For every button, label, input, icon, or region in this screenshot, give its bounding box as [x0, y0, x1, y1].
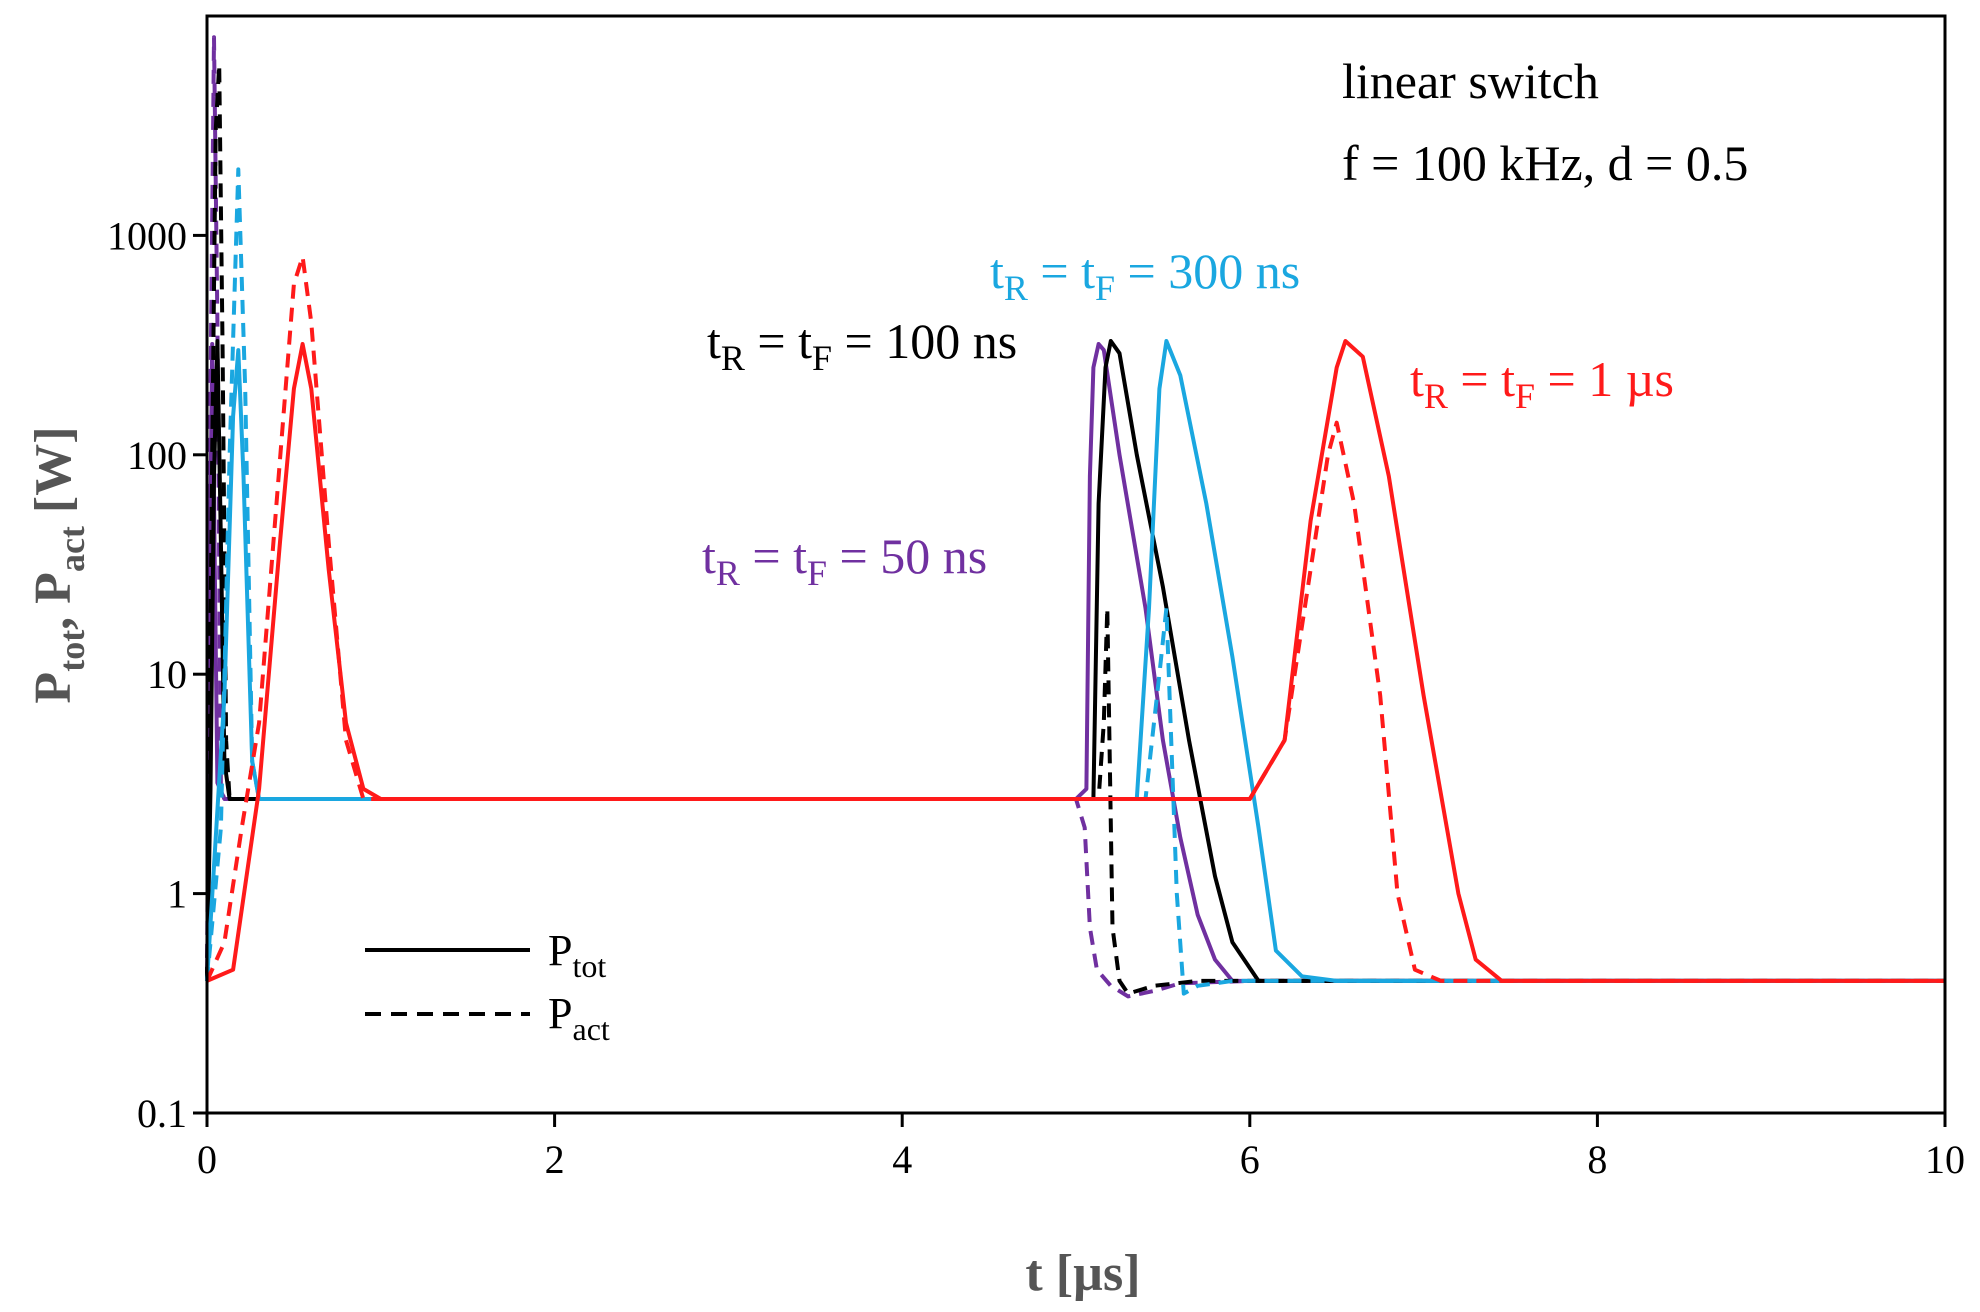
annotation-1us: tR = tF = 1 µs [1410, 351, 1674, 416]
legend-label-pact: Pact [548, 989, 610, 1047]
series-line-1 [205, 35, 1945, 999]
x-tick-label: 2 [545, 1137, 565, 1182]
x-tick-label: 8 [1587, 1137, 1607, 1182]
plot-lines [205, 35, 1945, 999]
y-tick-label: 1 [167, 872, 187, 917]
x-tick-label: 0 [197, 1137, 217, 1182]
y-tick-label: 100 [127, 433, 187, 478]
x-axis: 0 2 4 6 8 10 [197, 1113, 1965, 1182]
series-line-5 [205, 167, 1945, 996]
y-axis: 0.1 1 10 100 1000 [107, 213, 207, 1136]
y-tick-label: 1000 [107, 213, 187, 258]
annotation-100ns: tR = tF = 100 ns [707, 313, 1017, 378]
y-tick-label: 10 [147, 652, 187, 697]
legend: Ptot Pact [365, 926, 610, 1047]
chart-note-line2: f = 100 kHz, d = 0.5 [1342, 135, 1748, 191]
y-tick-label: 0.1 [137, 1091, 187, 1136]
legend-label-ptot: Ptot [548, 926, 606, 984]
y-axis-title: Ptot, Pact [W] [25, 426, 92, 703]
x-axis-title: t [µs] [1025, 1245, 1140, 1302]
series-line-4 [205, 339, 1945, 983]
plot-area-border [205, 14, 1947, 1115]
annotation-50ns: tR = tF = 50 ns [702, 528, 987, 593]
series-line-2 [205, 339, 1945, 983]
x-tick-label: 10 [1925, 1137, 1965, 1182]
annotation-300ns: tR = tF = 300 ns [990, 243, 1300, 308]
chart-note-line1: linear switch [1342, 53, 1599, 109]
series-line-7 [205, 254, 1945, 983]
x-tick-label: 4 [892, 1137, 912, 1182]
x-tick-label: 6 [1240, 1137, 1260, 1182]
